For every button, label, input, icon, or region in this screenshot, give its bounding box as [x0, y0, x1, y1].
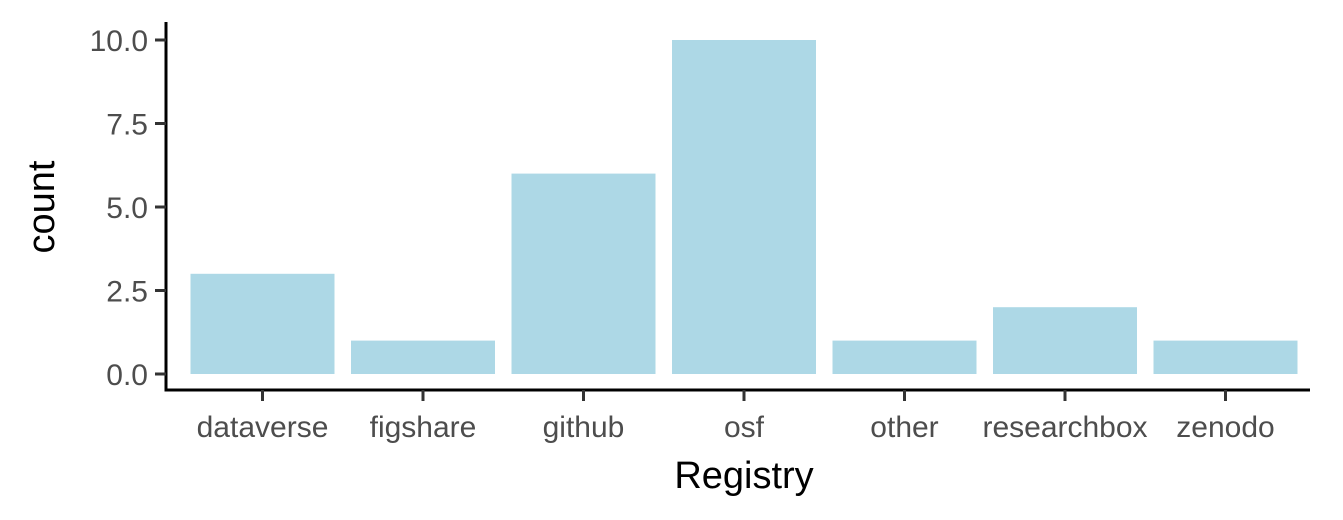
bar-figshare: [351, 340, 495, 374]
y-tick-label-2: 5.0: [106, 192, 148, 225]
bar-zenodo: [1153, 340, 1298, 374]
x-axis-title: Registry: [674, 455, 813, 497]
bars-group: [190, 40, 1298, 374]
y-tick-label-1: 2.5: [106, 276, 148, 309]
x-tick-label-github: github: [543, 411, 625, 444]
x-tick-label-researchbox: researchbox: [982, 411, 1147, 444]
x-ticks-group: dataverse figshare github osf other researchb…: [197, 390, 1275, 444]
y-tick-label-4: 10.0: [90, 25, 148, 58]
y-tick-label-3: 7.5: [106, 109, 148, 142]
bar-dataverse: [190, 273, 335, 374]
bar-github: [511, 173, 656, 374]
bar-researchbox: [993, 307, 1137, 374]
x-tick-label-dataverse: dataverse: [197, 411, 329, 444]
x-tick-label-osf: osf: [724, 411, 765, 444]
x-tick-label-zenodo: zenodo: [1176, 411, 1274, 444]
bar-osf: [672, 40, 816, 374]
x-tick-label-figshare: figshare: [370, 411, 477, 444]
bar-other: [832, 340, 977, 374]
y-ticks-group: 0.0 2.5 5.0 7.5 10.0: [90, 25, 166, 392]
y-axis-title: count: [21, 160, 63, 253]
y-tick-label-0: 0.0: [106, 359, 148, 392]
x-tick-label-other: other: [870, 411, 938, 444]
